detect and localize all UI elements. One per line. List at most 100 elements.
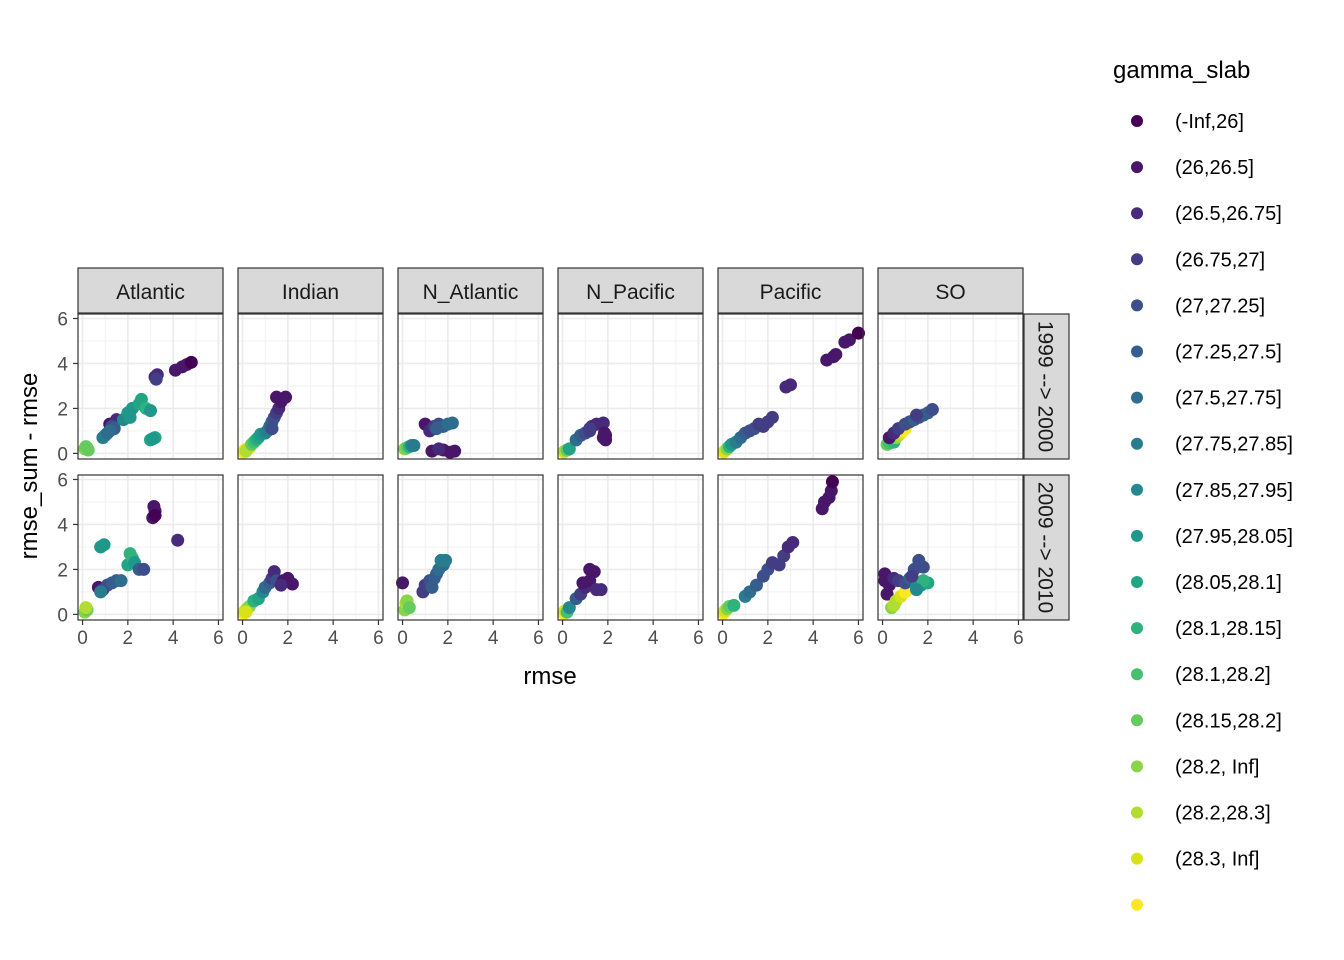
legend-key (1131, 529, 1143, 542)
data-point (270, 390, 284, 404)
legend-item (1131, 898, 1143, 911)
facet-strip-so: SO (877, 267, 1024, 314)
legend-item: (28.2, Inf] (1131, 756, 1260, 778)
legend-label: (28.1,28.15] (1175, 618, 1282, 640)
data-point (123, 410, 137, 424)
data-point (137, 562, 151, 576)
data-point (430, 422, 444, 436)
facet-strip-label: Indian (282, 281, 339, 304)
x-tick-label: 0 (397, 628, 408, 649)
panel-indian-row1 (237, 313, 384, 460)
legend-key (1131, 760, 1143, 773)
legend-item: (26,26.5] (1131, 157, 1254, 179)
x-tick-label: 4 (328, 628, 339, 649)
legend-key (1131, 668, 1143, 681)
x-tick-label: 6 (373, 628, 384, 649)
legend-key (1131, 299, 1143, 312)
legend-label: (26.5,26.75] (1175, 203, 1282, 225)
data-point (916, 574, 930, 588)
legend-item: (27.5,27.75] (1131, 388, 1282, 410)
panel-border (717, 313, 864, 460)
x-tick-label: 2 (923, 628, 934, 649)
legend-title: gamma_slab (1113, 57, 1250, 84)
legend-label: (28.2,28.3] (1175, 803, 1271, 825)
panel-border (877, 313, 1024, 460)
row-strip-label: 1999 --> 2000 (1034, 321, 1057, 452)
facet-strip-label: SO (935, 281, 965, 304)
y-tick-label: 6 (57, 309, 68, 330)
facet-strip-box (877, 267, 1024, 314)
points-group (557, 416, 613, 459)
legend-item: (27.85,27.95] (1131, 480, 1293, 502)
x-tick-label: 6 (853, 628, 864, 649)
row-strip-box (1023, 474, 1070, 621)
y-tick-label: 6 (57, 470, 68, 491)
facet-strip-n_pacific: N_Pacific (557, 267, 704, 314)
legend-item: (27,27.25] (1131, 295, 1265, 317)
panel-so-row1 (877, 313, 1024, 460)
data-point (562, 601, 576, 615)
data-point (144, 404, 157, 418)
y-axis-title: rmse_sum - rmse (16, 373, 43, 560)
x-tick-label: 6 (213, 628, 224, 649)
facet-strip-label: N_Pacific (586, 281, 675, 304)
x-tick-label: 4 (488, 628, 499, 649)
facet-strip-box (77, 267, 224, 314)
legend: gamma_slab (-Inf,26] (26,26.5] (26.5,26.75… (1113, 57, 1293, 911)
x-tick-label: 4 (168, 628, 179, 649)
legend-item: (28.2,28.3] (1131, 803, 1271, 825)
data-point (576, 576, 590, 590)
data-point (583, 422, 597, 436)
data-point (596, 416, 610, 430)
data-point (784, 378, 797, 392)
row-strip-label: 2009 --> 2010 (1034, 482, 1057, 613)
facet-strip-label: Atlantic (116, 281, 185, 304)
facet-strip-box (717, 267, 864, 314)
data-point (114, 574, 128, 588)
data-point (407, 439, 421, 453)
x-tick-label: 6 (1013, 628, 1024, 649)
y-tick-label: 0 (57, 605, 68, 626)
panel-pacific-row2: 0 2 4 6 (717, 474, 864, 649)
data-point (432, 442, 446, 456)
legend-label: (27.95,28.05] (1175, 526, 1293, 548)
legend-label: (-Inf,26] (1175, 111, 1244, 133)
legend-key (1131, 437, 1143, 450)
panel-atlantic-row2: 0 2 4 6 0 2 4 6 (57, 470, 223, 649)
panel-border (717, 474, 864, 621)
x-tick-label: 2 (443, 628, 454, 649)
legend-key (1131, 852, 1143, 865)
legend-key (1131, 345, 1143, 358)
x-tick-label: 0 (557, 628, 568, 649)
legend-label: (28.1,28.2] (1175, 664, 1271, 686)
data-point (597, 426, 611, 440)
data-point (79, 440, 93, 454)
data-point (425, 580, 439, 594)
data-point (171, 533, 185, 547)
facet-strip-n_atlantic: N_Atlantic (397, 267, 544, 314)
data-point (842, 333, 856, 347)
data-point (825, 475, 839, 489)
data-point (439, 553, 453, 567)
x-tick-label: 2 (603, 628, 614, 649)
points-group (878, 553, 935, 615)
data-point (562, 442, 576, 456)
y-tick-label: 0 (57, 444, 68, 465)
data-point (146, 432, 160, 446)
legend-key (1131, 115, 1143, 127)
data-point (727, 598, 741, 612)
points-group (396, 553, 453, 617)
row-strip-box (1023, 313, 1070, 460)
legend-item: (-Inf,26] (1131, 111, 1244, 133)
legend-item: (28.3, Inf] (1131, 849, 1260, 871)
panel-indian-row2: 0 2 4 6 (237, 474, 384, 649)
legend-item: (28.1,28.15] (1131, 618, 1282, 640)
data-point (786, 535, 800, 549)
data-point (79, 601, 93, 615)
x-tick-label: 4 (968, 628, 979, 649)
legend-label: (26,26.5] (1175, 157, 1254, 179)
panel-border (877, 474, 1024, 621)
data-point (149, 372, 163, 386)
x-tick-label: 0 (237, 628, 248, 649)
